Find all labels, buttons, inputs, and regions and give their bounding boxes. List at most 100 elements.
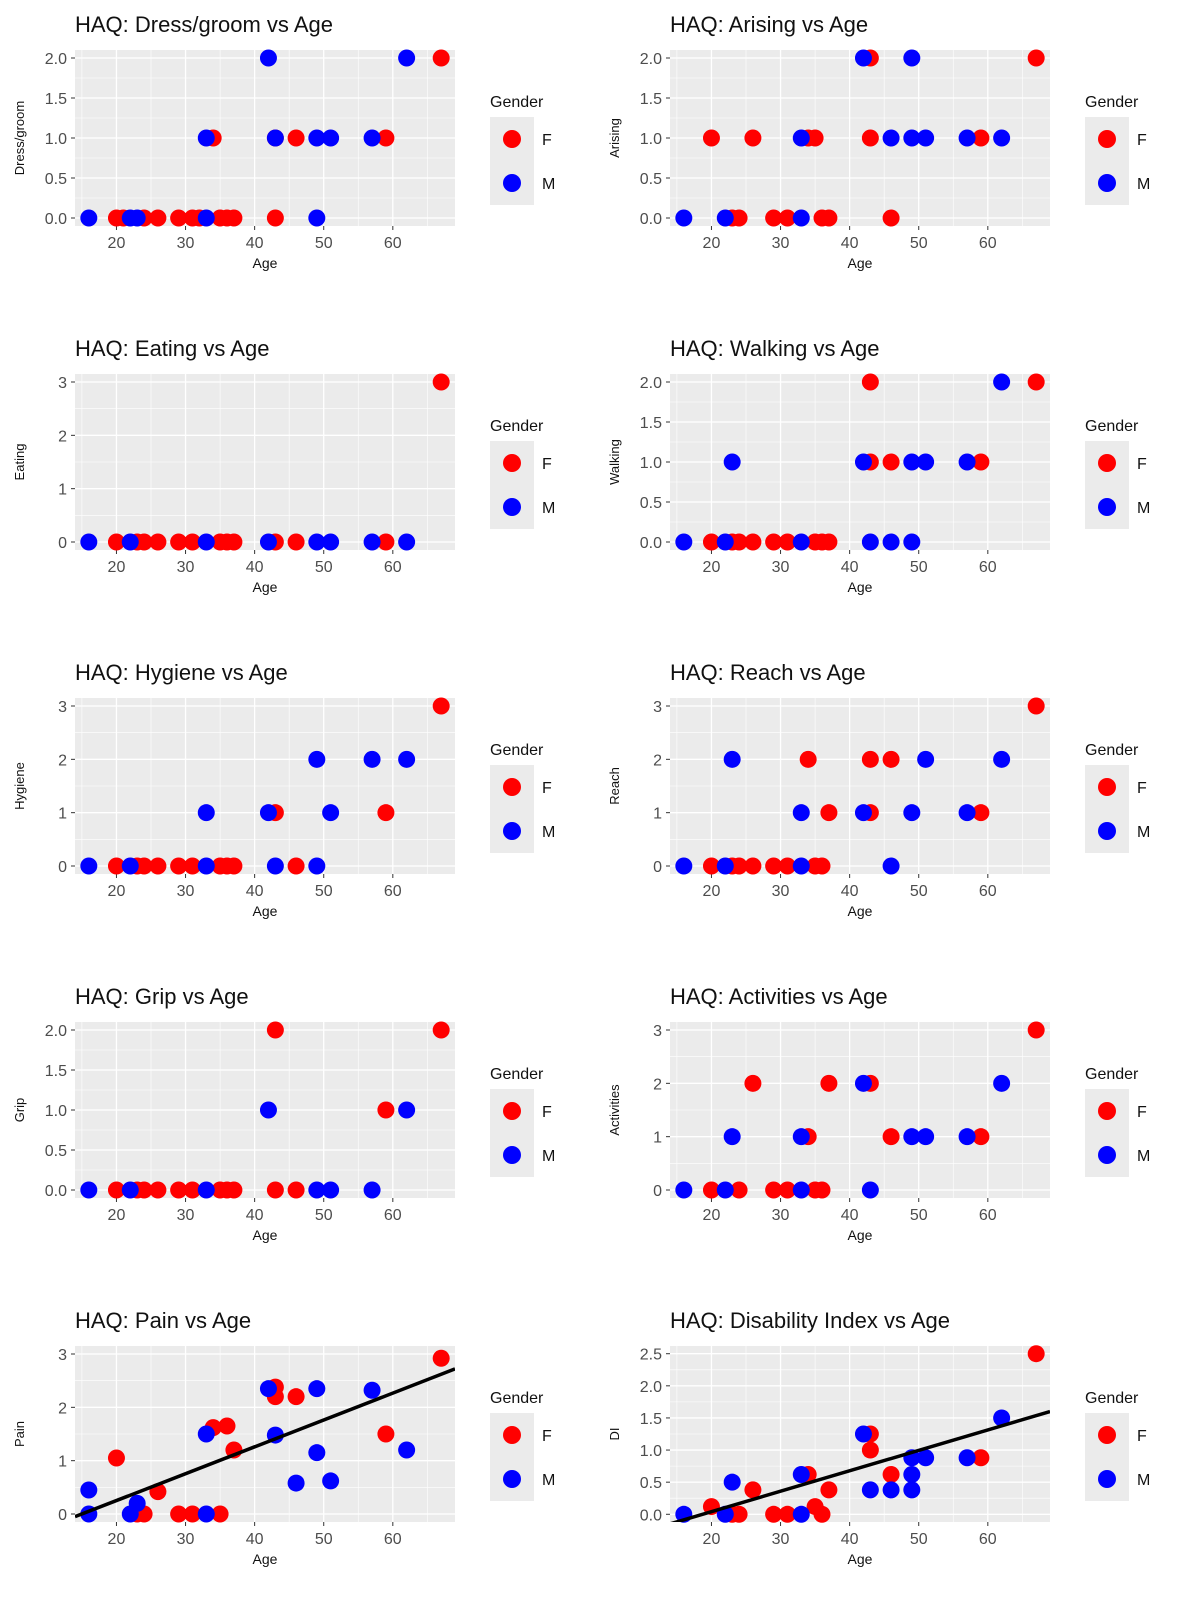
data-point-f [107,1181,125,1199]
data-point-m [675,1181,693,1199]
data-point-f [432,49,450,67]
y-axis-label: Pain [12,1421,27,1447]
data-point-m [854,453,872,471]
legend-title: Gender [490,742,544,759]
data-point-f [377,129,395,147]
y-tick-label: 0.5 [45,1143,67,1160]
data-point-f [820,804,838,822]
y-tick-label: 2.0 [640,375,662,392]
y-tick-label: 2.0 [45,51,67,68]
chart-title: HAQ: Hygiene vs Age [75,660,288,685]
data-point-f [432,1021,450,1039]
legend-key-m [503,174,521,192]
x-tick-label: 60 [384,1207,402,1224]
data-point-m [716,209,734,227]
data-point-m [993,750,1011,768]
y-tick-label: 0 [58,1507,67,1524]
data-point-m [322,1181,340,1199]
data-point-m [121,533,139,551]
y-axis-label: Activities [607,1084,622,1136]
x-axis-label: Age [848,579,873,595]
data-point-f [744,857,762,875]
data-point-m [958,129,976,147]
data-point-f [813,1505,831,1523]
legend-label-f: F [542,1428,552,1445]
data-point-m [308,857,326,875]
data-point-f [377,533,395,551]
data-point-f [972,129,990,147]
legend-title: Gender [490,418,544,435]
y-tick-label: 1 [58,1454,67,1471]
chart-title: HAQ: Activities vs Age [670,984,888,1009]
data-point-m [308,750,326,768]
x-tick-label: 40 [246,559,264,576]
y-tick-label: 1.5 [640,415,662,432]
data-point-f [211,1505,229,1523]
data-point-f [820,533,838,551]
data-point-f [149,533,167,551]
data-point-m [716,533,734,551]
x-tick-label: 60 [979,1531,997,1548]
legend-key-f [1098,1102,1116,1120]
data-point-m [792,209,810,227]
legend-label-f: F [542,780,552,797]
y-axis-label: Arising [607,118,622,158]
data-point-m [903,1465,921,1483]
data-point-f [765,857,783,875]
legend-label-f: F [1137,1104,1147,1121]
data-point-f [170,1505,188,1523]
chart-title: HAQ: Walking vs Age [670,336,879,361]
data-point-f [972,804,990,822]
chart-panel: HAQ: Hygiene vs Age 20 30 40 50 60 0 1 2 3 Age Hygi… [12,660,555,919]
legend-label-m: M [542,500,555,517]
data-point-f [813,1181,831,1199]
chart-panel: HAQ: Activities vs Age 20 30 40 50 60 0 1 2 3 Age A… [607,984,1150,1243]
y-tick-label: 0.5 [45,171,67,188]
data-point-m [958,1128,976,1146]
data-point-m [259,533,277,551]
data-point-f [778,1505,796,1523]
x-tick-label: 20 [108,883,126,900]
data-point-m [259,1380,277,1398]
data-point-f [882,209,900,227]
data-point-m [121,857,139,875]
y-tick-label: 0.0 [640,211,662,228]
data-point-m [398,49,416,67]
legend-title: Gender [490,1390,544,1407]
data-point-f [882,750,900,768]
data-point-m [723,1128,741,1146]
data-point-f [972,453,990,471]
chart-panel: HAQ: Disability Index vs Age 20 30 40 50 60 0.… [607,1308,1150,1567]
data-point-m [363,1381,381,1399]
x-axis-label: Age [253,903,278,919]
data-point-m [861,533,879,551]
y-tick-label: 2.0 [640,1379,662,1396]
data-point-f [765,533,783,551]
data-point-m [882,533,900,551]
data-point-m [322,129,340,147]
data-point-m [792,804,810,822]
data-point-f [882,1465,900,1483]
x-tick-label: 40 [246,235,264,252]
data-point-f [730,1181,748,1199]
data-point-f [266,209,284,227]
data-point-m [917,1128,935,1146]
data-point-m [716,1181,734,1199]
legend-label-f: F [542,1104,552,1121]
x-tick-label: 40 [246,883,264,900]
data-point-m [128,1494,146,1512]
x-tick-label: 20 [108,1531,126,1548]
legend-key-m [1098,1470,1116,1488]
data-point-f [730,857,748,875]
legend-label-m: M [1137,1472,1150,1489]
y-tick-label: 1.5 [45,1063,67,1080]
data-point-f [744,533,762,551]
legend-key-m [503,822,521,840]
data-point-m [903,1128,921,1146]
y-axis-label: Grip [12,1098,27,1123]
chart-panel: HAQ: Arising vs Age 20 30 40 50 60 0.0 0.5 1.0 1.… [607,12,1150,271]
y-tick-label: 1 [58,482,67,499]
data-point-m [197,1505,215,1523]
data-point-f [972,1128,990,1146]
data-point-m [723,1473,741,1491]
